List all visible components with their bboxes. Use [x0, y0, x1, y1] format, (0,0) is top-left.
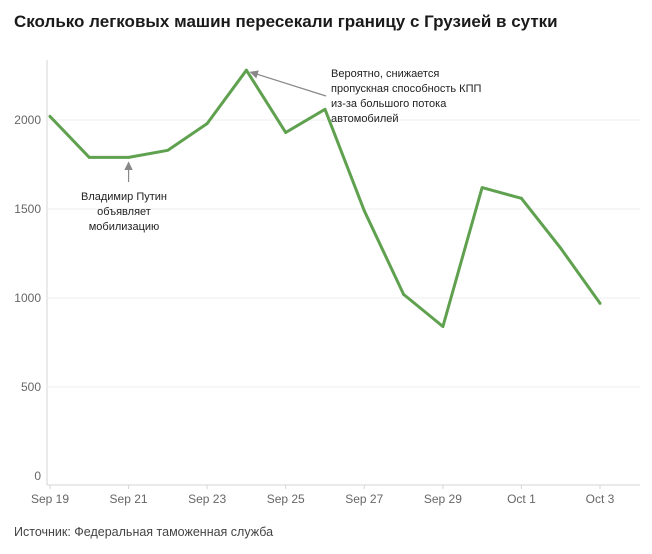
data-point: [559, 246, 563, 250]
data-point: [323, 107, 327, 111]
data-point: [284, 131, 288, 134]
data-point: [362, 209, 366, 213]
y-tick-label: 1000: [14, 291, 41, 305]
data-point: [166, 148, 170, 152]
annotation-throughput-line: автомобилей: [331, 113, 399, 125]
source-note: Источник: Федеральная таможенная служба: [14, 525, 274, 539]
data-point: [245, 68, 248, 72]
data-point: [48, 115, 52, 118]
x-tick-label: Sep 21: [110, 492, 148, 506]
data-point: [87, 155, 91, 159]
data-point: [402, 293, 405, 296]
annotation-mobilization-line: объявляет: [97, 206, 151, 218]
gridlines: [46, 60, 640, 486]
data-point: [480, 186, 484, 190]
data-point: [598, 301, 602, 305]
data-point: [205, 122, 209, 125]
y-tick-label: 0: [34, 469, 41, 483]
data-point: [441, 325, 445, 328]
data-point: [127, 155, 130, 159]
y-tick-label: 2000: [14, 113, 41, 127]
series: [48, 68, 602, 328]
x-tick-label: Sep 23: [188, 492, 226, 506]
annotations: Владимир Путин объявляет мобилизацию Вероят…: [81, 68, 481, 233]
x-tick-label: Sep 29: [424, 492, 462, 506]
annotation-throughput-line: пропускная способность КПП: [331, 83, 481, 95]
x-tick-label: Oct 1: [507, 492, 536, 506]
annotation-mobilization-line: Владимир Путин: [81, 191, 167, 203]
x-tick-label: Sep 19: [31, 492, 69, 506]
annotation-throughput-line: из-за большого потока: [331, 98, 447, 110]
annotation-mobilization-line: мобилизацию: [89, 221, 160, 233]
x-tick-label: Sep 25: [267, 492, 305, 506]
y-tick-label: 500: [21, 380, 41, 394]
annotation-arrow-throughput: [249, 70, 327, 97]
x-axis: Sep 19 Sep 21 Sep 23 Sep 25 Sep 27 Sep 29 Oct …: [31, 485, 615, 506]
x-tick-label: Sep 27: [345, 492, 383, 506]
y-tick-label: 1500: [14, 202, 41, 216]
chart-title: Сколько легковых машин пересекали границ…: [14, 12, 558, 31]
x-tick-label: Oct 3: [586, 492, 615, 506]
y-axis: 0 500 1000 1500 2000: [14, 113, 41, 483]
data-point: [520, 196, 523, 200]
annotation-throughput-line: Вероятно, снижается: [331, 68, 439, 80]
